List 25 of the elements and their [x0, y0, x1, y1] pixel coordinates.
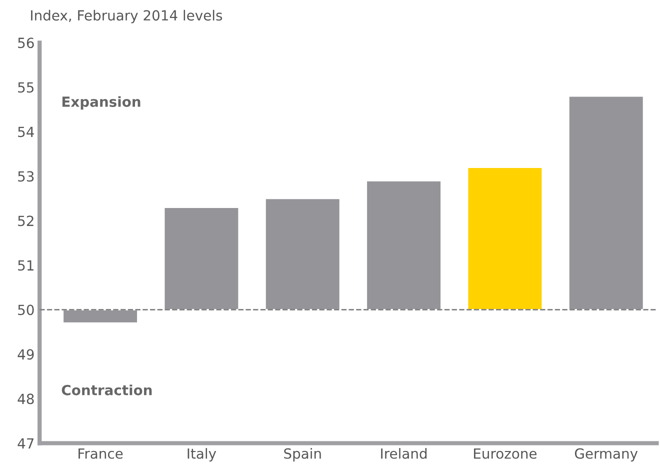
y-tick-label: 54: [18, 126, 34, 138]
y-tick-label: 49: [18, 349, 34, 360]
x-tick-label: France: [78, 448, 123, 459]
y-tick-label: 52: [18, 216, 34, 226]
y-tick-label: 51: [18, 260, 34, 271]
y-axis-title: Index, February 2014 levels: [31, 10, 222, 24]
x-tick-label: Italy: [188, 448, 216, 462]
y-tick-label: 50: [18, 304, 34, 316]
y-tick-label: 47: [18, 438, 34, 448]
bar: [163, 206, 240, 310]
x-tick-label: Germany: [574, 448, 638, 462]
annotation: Expansion: [62, 96, 140, 110]
x-tick-label: Eurozone: [474, 448, 537, 459]
bar: [568, 95, 644, 310]
x-tick-label: Ireland: [381, 448, 427, 459]
y-tick-label: 48: [18, 394, 34, 404]
bar: [264, 198, 341, 310]
x-tick-label: Spain: [284, 448, 321, 462]
bar: [366, 180, 442, 310]
y-tick-label: 55: [18, 82, 34, 93]
bar: [62, 308, 138, 324]
annotation: Contraction: [62, 384, 152, 396]
bar: [466, 166, 544, 310]
y-tick-label: 56: [18, 38, 34, 48]
y-tick-label: 53: [18, 171, 34, 182]
